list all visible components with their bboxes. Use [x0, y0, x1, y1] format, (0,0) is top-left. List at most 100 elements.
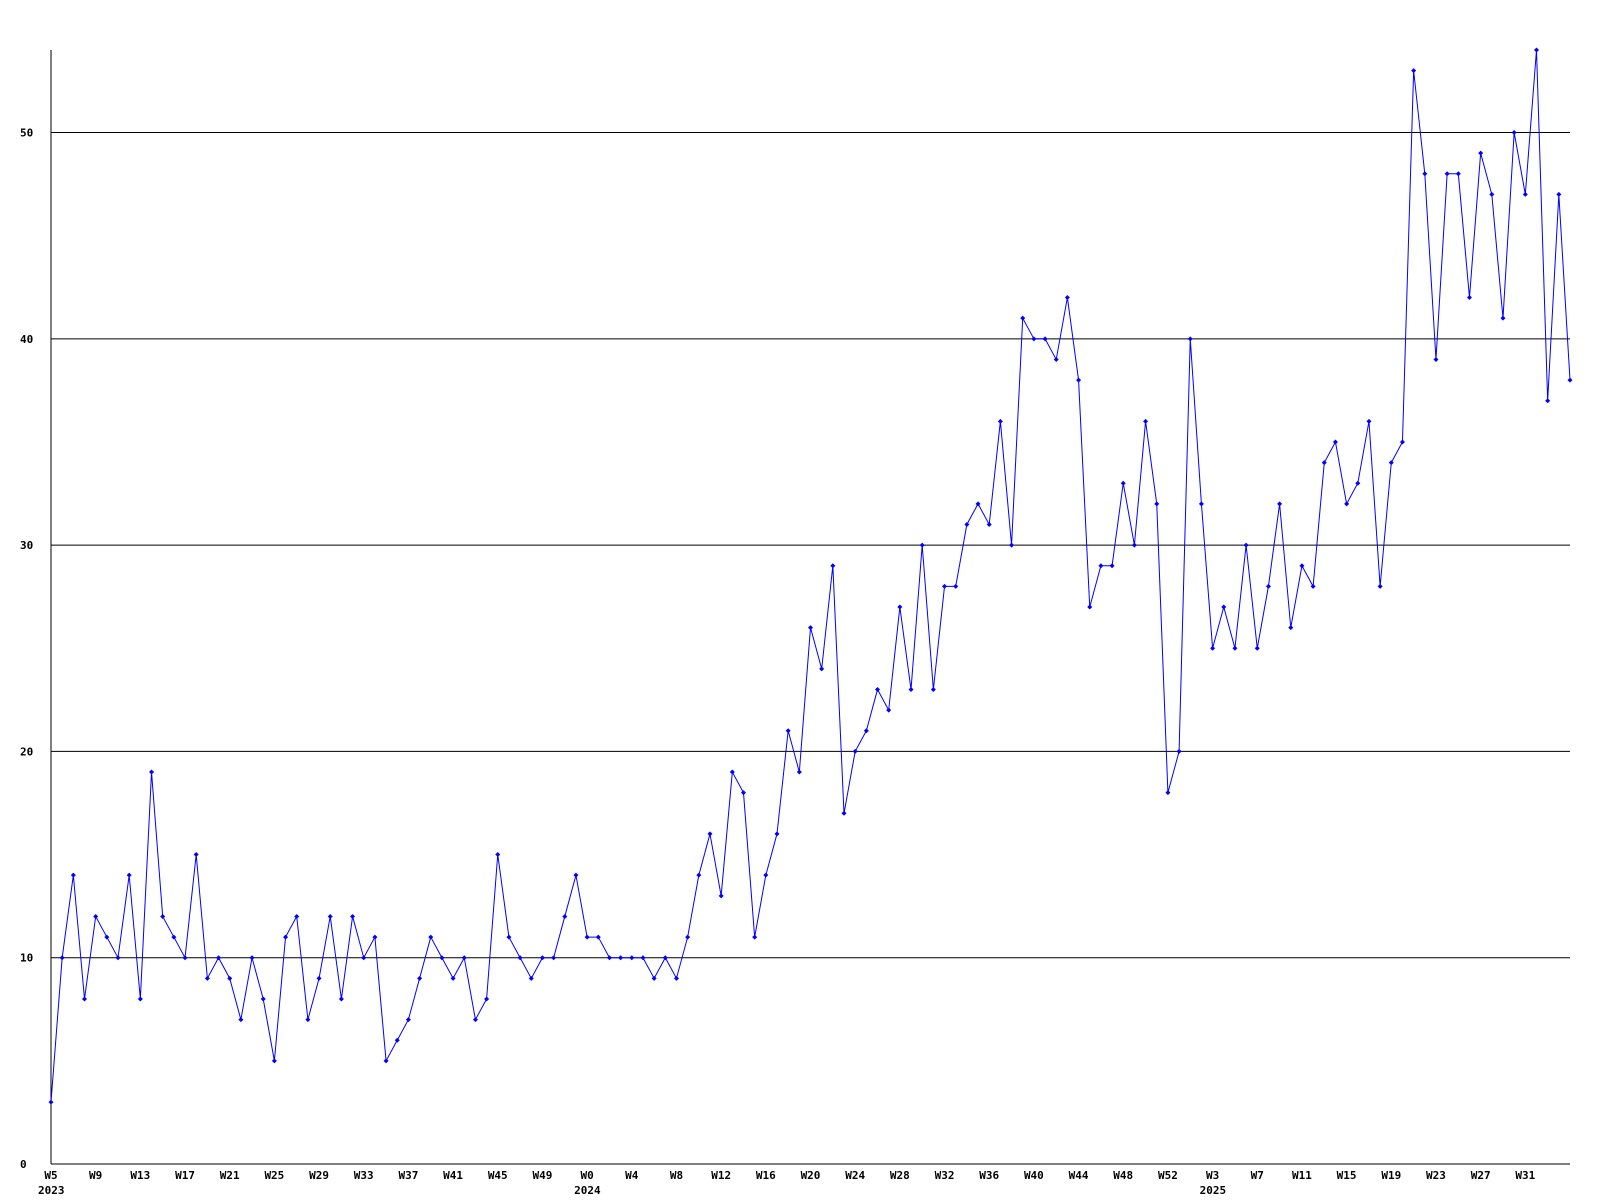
data-point [584, 934, 590, 940]
data-point [160, 913, 166, 919]
data-point [1243, 542, 1249, 548]
data-point [908, 687, 914, 693]
data-point [439, 955, 445, 961]
data-point [986, 521, 992, 527]
data-point [930, 687, 936, 693]
data-point [1500, 315, 1506, 321]
data-point [383, 1058, 389, 1064]
data-point [1388, 460, 1394, 466]
x-tick-label: W19 [1381, 1169, 1401, 1182]
data-point [595, 934, 601, 940]
x-tick-label: W5 [44, 1169, 57, 1182]
x-tick-label: W16 [756, 1169, 776, 1182]
data-point [573, 872, 579, 878]
data-point [171, 934, 177, 940]
data-point [1455, 171, 1461, 177]
data-point [539, 955, 545, 961]
data-point [919, 542, 925, 548]
data-point [305, 1017, 311, 1023]
x-tick-label: W3 [1206, 1169, 1219, 1182]
data-point [1131, 542, 1137, 548]
data-point [1332, 439, 1338, 445]
data-point [1277, 501, 1283, 507]
data-point [774, 831, 780, 837]
data-point [528, 975, 534, 981]
data-point [1120, 480, 1126, 486]
data-point [997, 418, 1003, 424]
data-point [238, 1017, 244, 1023]
data-point [149, 769, 155, 775]
y-tick-label: 40 [20, 333, 33, 346]
data-point [651, 975, 657, 981]
data-point [808, 625, 813, 631]
data-point [1020, 315, 1026, 321]
data-point [796, 769, 802, 775]
data-point [662, 955, 668, 961]
x-tick-label: W37 [398, 1169, 418, 1182]
data-point [450, 975, 456, 981]
data-point [495, 852, 501, 858]
data-point [271, 1058, 277, 1064]
data-point [1076, 377, 1082, 383]
x-tick-label: W21 [220, 1169, 240, 1182]
data-point [1478, 150, 1484, 156]
data-point [1198, 501, 1204, 507]
data-point [48, 1099, 54, 1105]
data-point [886, 707, 892, 713]
data-point [1232, 645, 1238, 651]
data-point [696, 872, 702, 878]
data-point [126, 872, 132, 878]
x-tick-label: W11 [1292, 1169, 1312, 1182]
data-point [975, 501, 981, 507]
data-point [428, 934, 434, 940]
data-point [1310, 583, 1316, 589]
year-label: 2024 [574, 1184, 601, 1197]
data-point [1210, 645, 1216, 651]
data-point [193, 852, 199, 858]
data-point [1187, 336, 1193, 342]
data-point [260, 996, 266, 1002]
data-point [718, 893, 724, 899]
data-point [405, 1017, 411, 1023]
data-point [852, 748, 858, 754]
x-tick-label: W41 [443, 1169, 463, 1182]
x-tick-label: W44 [1069, 1169, 1089, 1182]
data-point [204, 975, 210, 981]
data-point [1355, 480, 1361, 486]
data-point [785, 728, 791, 734]
data-point [629, 955, 635, 961]
data-point [640, 955, 646, 961]
data-point [1411, 68, 1417, 74]
x-tick-label: W15 [1337, 1169, 1357, 1182]
data-point [182, 955, 188, 961]
data-point [59, 955, 65, 961]
data-point [249, 955, 255, 961]
data-point [1254, 645, 1260, 651]
data-point [841, 810, 847, 816]
data-point [707, 831, 713, 837]
data-point [1087, 604, 1093, 610]
x-tick-label: W23 [1426, 1169, 1446, 1182]
data-point [1042, 336, 1048, 342]
x-tick-label: W12 [711, 1169, 731, 1182]
y-tick-label: 30 [20, 539, 33, 552]
x-tick-label: W8 [670, 1169, 683, 1182]
data-point [1433, 356, 1439, 362]
data-point [562, 913, 568, 919]
data-point [763, 872, 769, 878]
data-point [875, 687, 881, 693]
data-point [729, 769, 735, 775]
data-point [1489, 191, 1495, 197]
data-point [1288, 625, 1294, 631]
data-point [1154, 501, 1160, 507]
data-point [964, 521, 970, 527]
data-point [1344, 501, 1350, 507]
x-tick-label: W28 [890, 1169, 910, 1182]
x-tick-label: W29 [309, 1169, 329, 1182]
data-point [1165, 790, 1171, 796]
year-label: 2025 [1200, 1184, 1227, 1197]
data-point [740, 790, 746, 796]
data-point [685, 934, 691, 940]
